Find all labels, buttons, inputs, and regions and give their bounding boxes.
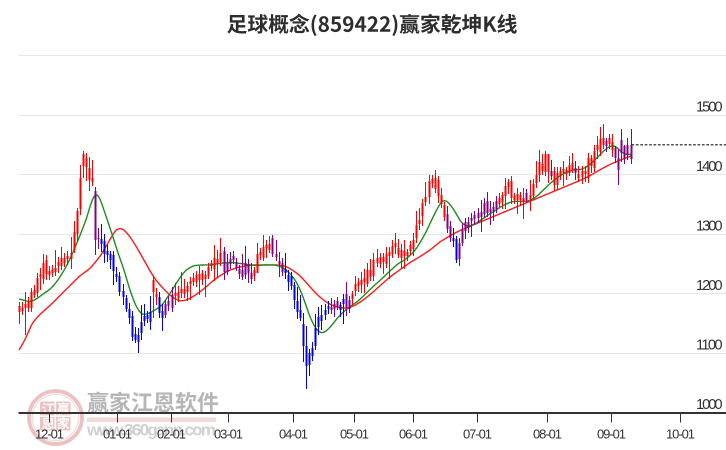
svg-text:1000: 1000 bbox=[696, 397, 723, 413]
svg-text:1400: 1400 bbox=[696, 159, 723, 175]
svg-text:www.360gann.com: www.360gann.com bbox=[86, 421, 216, 440]
svg-text:1100: 1100 bbox=[696, 338, 723, 354]
svg-text:1200: 1200 bbox=[696, 278, 723, 294]
svg-text:04-01: 04-01 bbox=[279, 427, 308, 442]
svg-text:05-01: 05-01 bbox=[340, 427, 369, 442]
svg-text:12-01: 12-01 bbox=[35, 427, 64, 442]
svg-text:08-01: 08-01 bbox=[533, 427, 562, 442]
svg-text:01-01: 01-01 bbox=[103, 427, 132, 442]
svg-text:09-01: 09-01 bbox=[597, 427, 626, 442]
svg-text:02-01: 02-01 bbox=[157, 427, 186, 442]
svg-text:07-01: 07-01 bbox=[463, 427, 492, 442]
svg-text:10-01: 10-01 bbox=[666, 427, 695, 442]
svg-text:03-01: 03-01 bbox=[214, 427, 243, 442]
svg-text:06-01: 06-01 bbox=[399, 427, 428, 442]
svg-text:1500: 1500 bbox=[696, 100, 723, 116]
svg-text:1300: 1300 bbox=[696, 219, 723, 235]
